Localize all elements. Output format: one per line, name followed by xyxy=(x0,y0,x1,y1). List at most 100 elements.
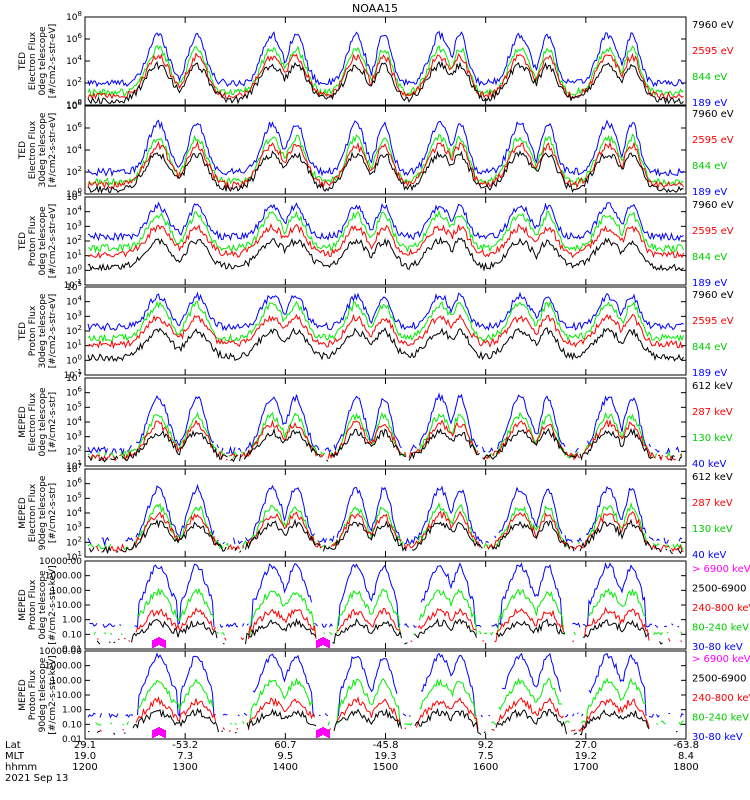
x-lat-value: -45.8 xyxy=(373,740,399,751)
y-axis-label-line: TED xyxy=(18,232,28,251)
x-row-label: MLT xyxy=(5,751,25,762)
y-tick-label: 10.00 xyxy=(56,601,82,611)
legend-entry: 189 eV xyxy=(692,368,727,379)
legend-entry: 844 eV xyxy=(692,252,727,263)
series-magenta-mark xyxy=(158,637,160,645)
series-line xyxy=(87,501,684,551)
legend-entry: 30-80 keV xyxy=(692,732,743,743)
y-axis-label-line: 30deg telescope xyxy=(38,112,48,187)
legend-entry: 2595 eV xyxy=(692,135,734,146)
series-magenta-mark xyxy=(316,640,318,648)
series-line xyxy=(87,30,684,88)
x-time-tick-label: 1300 xyxy=(172,762,197,773)
y-tick-label: 104 xyxy=(66,415,82,428)
y-axis-label-line: 0deg telescope xyxy=(38,387,48,457)
x-lat-value: 9.2 xyxy=(478,740,494,751)
y-tick-label: 101 xyxy=(66,550,82,563)
y-tick-label: 101 xyxy=(66,249,82,262)
series-magenta-mark xyxy=(162,639,164,647)
legend-entry: 80-240 keV xyxy=(692,623,749,634)
legend-entry: 240-800 keV xyxy=(692,603,750,614)
series-line xyxy=(87,150,684,194)
y-tick-label: 10.00 xyxy=(56,691,82,701)
x-lat-value: -53.2 xyxy=(172,740,198,751)
legend-entry: 844 eV xyxy=(692,72,727,83)
y-axis-label: TED Proton Flux 0deg telescope [#/cm2-s-str… xyxy=(18,204,58,279)
series-line xyxy=(87,707,678,736)
y-tick-label: 107 xyxy=(66,462,82,475)
y-tick-label: 106 xyxy=(66,32,82,45)
y-axis-label-line: 90deg telescope xyxy=(38,657,48,732)
x-time-tick-label: 1700 xyxy=(573,762,598,773)
y-tick-label: 1.00 xyxy=(62,616,82,626)
series-line xyxy=(87,45,684,98)
series-magenta-mark xyxy=(160,638,162,646)
legend-entry: 80-240 keV xyxy=(692,713,749,724)
x-time-tick-label: 1200 xyxy=(72,762,97,773)
y-tick-label: 0.01 xyxy=(62,735,82,745)
legend-entry: 130 keV xyxy=(692,433,733,444)
y-tick-label: 102 xyxy=(66,444,82,457)
y-axis-label-line: 0deg telescope xyxy=(38,206,48,276)
legend-entry: 189 eV xyxy=(692,98,727,109)
y-tick-label: 104 xyxy=(66,143,82,156)
y-tick-label: 100 xyxy=(66,98,82,111)
y-axis-label-line: Electron Flux xyxy=(28,392,38,451)
y-axis-label-line: MEPED xyxy=(18,406,28,438)
y-tick-label: 10000.00 xyxy=(39,557,82,567)
series-line xyxy=(87,235,684,272)
series-magenta-mark xyxy=(156,728,158,736)
y-axis-label-line: MEPED xyxy=(18,679,28,711)
legend-entry: 2595 eV xyxy=(692,226,734,237)
y-tick-label: 102 xyxy=(66,234,82,247)
y-tick-label: 100 xyxy=(66,263,82,276)
series-line xyxy=(89,562,680,629)
panel-frame xyxy=(84,560,687,650)
x-lat-value: -63.8 xyxy=(673,740,699,751)
series-magenta-mark xyxy=(152,730,154,738)
series-magenta-mark xyxy=(162,729,164,737)
y-axis-label: MEPED Proton Flux 0deg telescope [#/cm2-s-s… xyxy=(18,565,58,644)
series-line xyxy=(87,209,684,254)
series-magenta-mark xyxy=(318,639,320,647)
y-tick-label: 102 xyxy=(66,535,82,548)
y-tick-label: 105 xyxy=(66,280,82,293)
y-axis-label-line: 30deg telescope xyxy=(38,293,48,368)
y-axis-label: MEPED Proton Flux 90deg telescope [#/cm2-s-… xyxy=(18,655,58,734)
legend-entry: 612 keV xyxy=(692,472,733,483)
series-magenta-mark xyxy=(326,639,328,647)
y-tick-label: 106 xyxy=(66,477,82,490)
series-magenta-mark xyxy=(322,727,324,735)
series-line xyxy=(88,394,684,453)
y-axis-label-line: Proton Flux xyxy=(28,669,38,720)
y-axis-label: MEPED Electron Flux 90deg telescope [#/cm2-… xyxy=(18,475,58,550)
y-axis-label-line: MEPED xyxy=(18,589,28,621)
y-tick-label: 1.00 xyxy=(62,706,82,716)
x-mlt-value: 19.2 xyxy=(575,751,597,762)
y-tick-label: 108 xyxy=(66,10,82,23)
series-line xyxy=(87,327,684,362)
x-mlt-value: 7.5 xyxy=(478,751,494,762)
series-line xyxy=(87,652,684,719)
y-axis-label-line: Electron Flux xyxy=(28,120,38,179)
x-row-label: hhmm xyxy=(5,762,37,773)
y-axis-label-line: TED xyxy=(18,52,28,71)
legend-entry: 7960 eV xyxy=(692,20,734,31)
y-tick-label: 105 xyxy=(66,400,82,413)
y-axis-label-line: 0deg telescope xyxy=(38,570,48,640)
x-mlt-value: 19.0 xyxy=(74,751,96,762)
series-line xyxy=(87,140,684,190)
x-row-label: Lat xyxy=(5,740,21,751)
legend-entry: 287 keV xyxy=(692,498,733,509)
series-line xyxy=(87,119,684,177)
y-axis-label-line: Electron Flux xyxy=(28,483,38,542)
series-magenta-mark xyxy=(324,638,326,646)
x-time-tick-label: 1600 xyxy=(473,762,498,773)
y-axis-label-line: Proton Flux xyxy=(28,305,38,356)
series-magenta-mark xyxy=(164,640,166,648)
y-tick-label: 103 xyxy=(66,430,82,443)
legend-entry: > 6900 keV xyxy=(692,564,750,575)
y-tick-label: 103 xyxy=(66,521,82,534)
series-magenta-mark xyxy=(316,730,318,738)
